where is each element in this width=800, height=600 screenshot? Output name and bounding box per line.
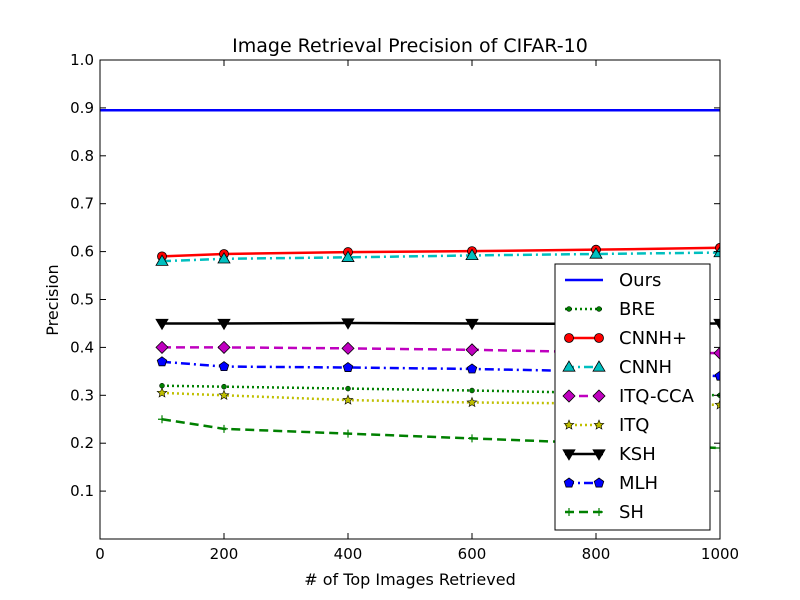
y-tick-label: 0.9 xyxy=(70,99,94,117)
y-tick-label: 0.2 xyxy=(70,434,94,452)
data-point-itq-cca xyxy=(465,343,479,357)
x-tick-label: 600 xyxy=(458,545,487,563)
x-tick-label: 400 xyxy=(334,545,363,563)
legend-marker-cnnh xyxy=(562,360,576,372)
data-point-bre xyxy=(469,387,475,394)
legend-item-cnnh: CNNH xyxy=(562,357,672,378)
data-point-mlh xyxy=(156,356,168,367)
data-point-itq-cca xyxy=(713,346,720,360)
data-point-itq-cca xyxy=(341,341,355,355)
data-point-cnnh xyxy=(589,247,603,259)
data-point-ksh xyxy=(217,318,231,331)
legend-label-ours: Ours xyxy=(619,270,661,291)
legend-marker-mlh xyxy=(593,477,605,488)
data-point-sh xyxy=(158,415,166,424)
data-point-cnnh xyxy=(217,251,231,264)
legend-label-itq-cca: ITQ-CCA xyxy=(619,386,695,407)
legend-item-ksh: KSH xyxy=(562,444,656,465)
legend-marker-cnnh xyxy=(592,360,606,372)
legend-item-cnnh-: CNNH+ xyxy=(564,328,687,349)
legend-marker-ksh xyxy=(562,449,576,461)
legend-item-ours: Ours xyxy=(565,270,661,291)
data-point-itq xyxy=(218,389,230,400)
legend-item-bre: BRE xyxy=(565,299,655,320)
legend-marker-itq xyxy=(563,419,575,430)
x-axis-title: # of Top Images Retrieved xyxy=(304,570,515,589)
legend-label-cnnh: CNNH xyxy=(619,357,672,378)
y-tick-label: 0.5 xyxy=(70,291,94,309)
data-point-cnnh xyxy=(465,248,479,261)
legend-marker-bre xyxy=(566,306,572,312)
legend-marker-cnnh- xyxy=(594,333,604,343)
data-point-sh xyxy=(716,443,720,452)
data-point-cnnh xyxy=(155,254,169,266)
legend-marker-sh xyxy=(595,508,603,516)
data-point-bre xyxy=(345,385,351,392)
chart-title: Image Retrieval Precision of CIFAR-10 xyxy=(232,35,588,57)
x-tick-label: 200 xyxy=(210,545,239,563)
data-point-itq xyxy=(156,387,168,398)
data-point-sh xyxy=(468,434,476,443)
legend-label-bre: BRE xyxy=(619,299,655,320)
legend-label-sh: SH xyxy=(619,502,644,523)
data-point-sh xyxy=(344,429,352,438)
data-point-mlh xyxy=(342,362,354,372)
legend-item-mlh: MLH xyxy=(563,473,658,494)
x-tick-label: 800 xyxy=(582,545,611,563)
legend-item-itq-cca: ITQ-CCA xyxy=(562,386,695,407)
data-point-sh xyxy=(220,424,228,433)
x-tick-label: 0 xyxy=(95,545,105,563)
y-tick-label: 0.1 xyxy=(70,482,94,500)
series-line-itq xyxy=(161,391,720,407)
legend-marker-itq-cca xyxy=(592,389,606,403)
series-line-bre xyxy=(161,384,720,397)
data-point-mlh xyxy=(466,363,478,374)
data-point-bre xyxy=(221,383,227,390)
data-point-ksh xyxy=(341,318,355,330)
data-point-itq xyxy=(714,399,720,410)
series-line-cnnh- xyxy=(161,246,720,258)
y-axis-title: Precision xyxy=(43,264,62,335)
data-point-mlh xyxy=(714,370,720,381)
series-line-mlh xyxy=(161,360,720,378)
legend-label-ksh: KSH xyxy=(619,444,656,465)
data-point-itq-cca xyxy=(217,340,231,354)
legend-marker-sh xyxy=(565,508,573,516)
y-tick-label: 0.3 xyxy=(70,386,94,404)
data-point-itq-cca xyxy=(155,340,169,354)
y-tick-label: 1.0 xyxy=(70,51,94,69)
y-tick-label: 0.4 xyxy=(70,338,94,356)
data-point-ksh xyxy=(465,318,479,331)
legend-label-itq: ITQ xyxy=(619,415,649,436)
data-point-mlh xyxy=(218,361,230,372)
series-cnnh xyxy=(155,245,720,266)
y-tick-label: 0.6 xyxy=(70,243,94,261)
series-line-cnnh xyxy=(161,251,720,263)
legend-item-sh: SH xyxy=(565,502,644,523)
legend-marker-ksh xyxy=(592,449,606,461)
legend-marker-mlh xyxy=(563,477,575,488)
data-point-itq xyxy=(342,394,354,405)
plot-area: 0 200 400 600 800 1000 0.1 0.2 0.3 0.4 0.5 0.6 0.7 0.… xyxy=(70,51,739,563)
legend-label-mlh: MLH xyxy=(619,473,658,494)
data-point-itq xyxy=(466,396,478,408)
data-point-cnnh xyxy=(341,250,355,262)
legend-label-cnnh-: CNNH+ xyxy=(619,328,687,349)
x-tick-label: 1000 xyxy=(701,545,739,563)
data-point-ksh xyxy=(713,318,720,331)
data-point-ksh xyxy=(155,318,169,331)
legend-marker-cnnh- xyxy=(564,333,574,343)
legend-marker-itq-cca xyxy=(562,389,576,403)
legend-marker-itq xyxy=(593,419,605,430)
legend-item-itq: ITQ xyxy=(563,415,649,436)
legend: Ours BRE CNNH+ CNNH ITQ-CCA ITQ KSH MLH SH xyxy=(554,263,711,531)
legend-marker-bre xyxy=(596,306,602,312)
y-tick-label: 0.8 xyxy=(70,147,94,165)
y-tick-label: 0.7 xyxy=(70,195,94,213)
